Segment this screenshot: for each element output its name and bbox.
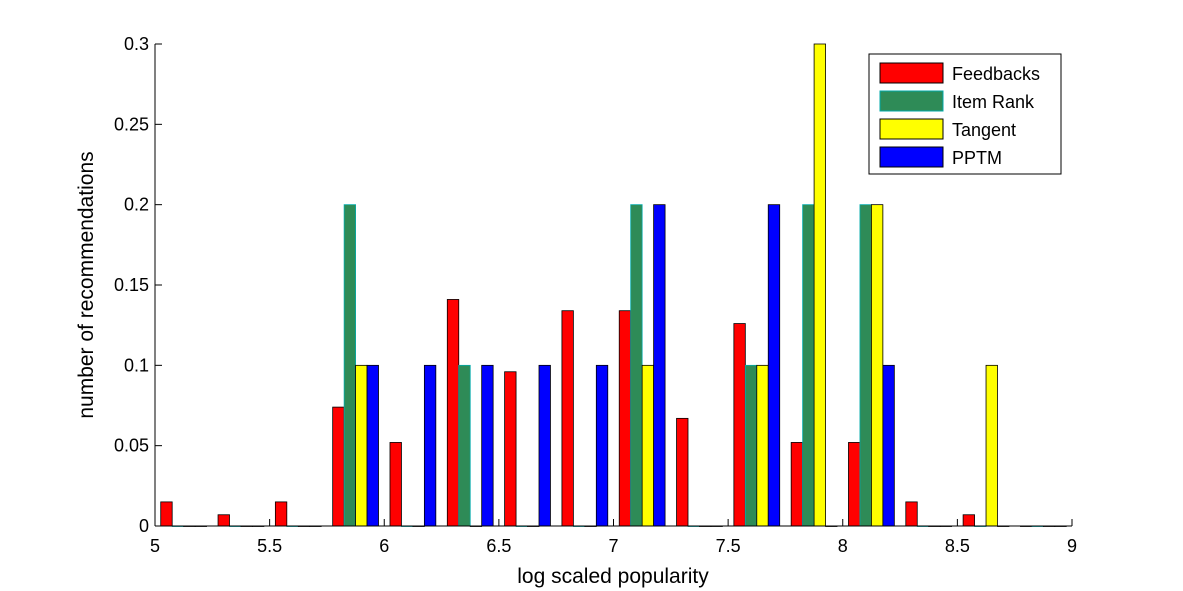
y-tick-label: 0.25 <box>114 114 149 134</box>
bar-item-rank <box>458 364 471 527</box>
x-tick-label: 7 <box>608 536 618 556</box>
bar-feedbacks <box>332 406 345 527</box>
bar-feedbacks <box>618 310 632 527</box>
bar-tangent <box>756 364 769 527</box>
bar-feedbacks <box>733 323 746 527</box>
bar-tangent <box>355 364 368 527</box>
x-tick-label: 5 <box>150 536 160 556</box>
bar-item-rank <box>802 204 815 527</box>
bar-feedbacks <box>504 371 517 527</box>
y-tick-label: 0.1 <box>124 355 149 375</box>
y-tick-label: 0 <box>139 516 149 536</box>
x-tick-label: 8 <box>838 536 848 556</box>
bar-item-rank <box>744 364 758 527</box>
bar-feedbacks <box>217 514 230 527</box>
bar-feedbacks <box>561 310 574 527</box>
bar-feedbacks <box>160 501 173 527</box>
bar-feedbacks <box>389 442 402 527</box>
x-axis-ticks: 5 5.5 6 6.5 7 7.5 8 8.5 9 <box>150 519 1077 556</box>
bar-feedbacks <box>446 299 460 527</box>
bar-pptm <box>423 364 437 527</box>
y-tick-label: 0.05 <box>114 436 149 456</box>
y-axis-label: number of recommendations <box>75 151 98 418</box>
bar-item-rank <box>859 204 872 527</box>
legend-swatch-feedbacks <box>879 62 944 84</box>
bar-pptm <box>767 204 781 527</box>
x-tick-label: 9 <box>1067 536 1077 556</box>
y-tick-label: 0.2 <box>124 195 149 215</box>
x-tick-label: 6 <box>379 536 389 556</box>
legend-swatch-pptm <box>879 146 944 168</box>
bar-tangent <box>641 364 655 527</box>
legend-label: Feedbacks <box>952 64 1040 84</box>
legend-label: Tangent <box>952 120 1016 140</box>
bar-feedbacks <box>962 514 975 527</box>
bar-feedbacks <box>274 501 288 527</box>
legend-label: Item Rank <box>952 92 1035 112</box>
bar-feedbacks <box>848 442 861 527</box>
bar-item-rank <box>630 204 643 527</box>
bar-pptm <box>653 204 666 527</box>
legend-label: PPTM <box>952 148 1002 168</box>
y-tick-label: 0.3 <box>124 34 149 54</box>
bar-pptm <box>882 364 895 527</box>
bar-pptm <box>366 364 379 527</box>
bar-pptm <box>481 364 494 527</box>
y-tick-label: 0.15 <box>114 275 149 295</box>
legend-swatch-tangent <box>879 118 944 140</box>
bar-pptm <box>595 364 609 527</box>
bar-tangent <box>871 204 884 527</box>
bar-feedbacks <box>676 417 689 527</box>
bar-feedbacks <box>790 442 804 527</box>
x-tick-label: 5.5 <box>257 536 282 556</box>
bar-feedbacks <box>905 501 918 527</box>
bar-item-rank <box>343 204 356 527</box>
x-tick-label: 6.5 <box>486 536 511 556</box>
bar-tangent <box>813 43 826 527</box>
bars-group <box>160 43 1067 527</box>
y-axis-ticks: 0 0.05 0.1 0.15 0.2 0.25 0.3 <box>114 34 162 536</box>
bar-tangent <box>985 364 998 527</box>
legend-swatch-item-rank <box>879 90 944 112</box>
x-tick-label: 8.5 <box>945 536 970 556</box>
bar-pptm <box>538 364 551 527</box>
legend: Feedbacks Item Rank Tangent PPTM <box>868 53 1062 175</box>
x-tick-label: 7.5 <box>716 536 741 556</box>
x-axis-label: log scaled popularity <box>517 565 709 588</box>
